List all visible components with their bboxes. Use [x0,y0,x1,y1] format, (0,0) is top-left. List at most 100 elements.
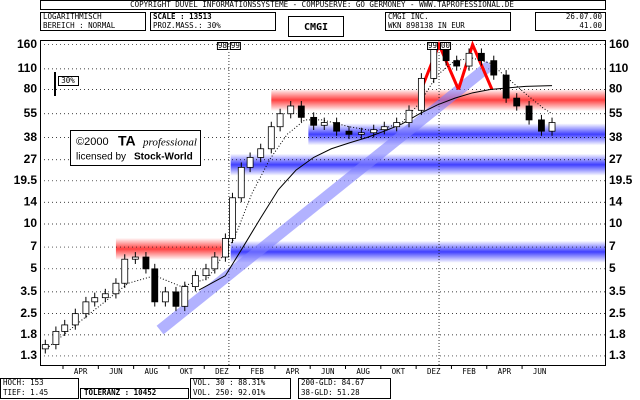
candle-body [333,122,341,132]
year-box [440,42,452,50]
candle-body [181,286,189,307]
candle-body [370,129,378,134]
candle-body [430,48,438,79]
candle-body [52,330,60,345]
scale-marker-box [58,76,79,86]
header-box [535,12,606,31]
candle-body [172,291,180,307]
x-tick-label: JUN [533,367,547,376]
y-tick-label: 14 [24,194,38,208]
y-tick-label-right: 1.8 [609,327,626,341]
low: TIEF: 1.45 [3,388,48,397]
candle-body [191,275,199,287]
candle-body [478,52,485,62]
candle-body [490,60,498,76]
date: 26.07.00 [566,12,603,21]
year-box [427,42,439,50]
y-tick-label: 160 [17,37,37,51]
average-line [198,85,553,291]
copyright: COPYRIGHT DUVEL INFORMATIONSSYSTEME - CO… [130,0,514,9]
candle-body [267,126,275,150]
candle-body [121,258,129,284]
year-label: 99 [428,41,437,50]
candle-body [221,238,229,258]
scale-marker: 30% [54,72,79,96]
chart-title: CMGI [304,22,328,33]
year-label: 98 [218,41,228,50]
plot-frame [40,40,606,366]
x-tick-label: FEB [462,367,476,376]
y-tick-label: 2.5 [20,306,37,320]
candle-body [345,130,353,135]
candle-body [297,105,305,118]
y-tick-label-right: 10 [609,216,623,230]
candle-body [393,122,401,128]
candle-body [91,297,99,303]
y-tick-label: 1.3 [20,348,37,362]
y-tick-label: 7 [30,239,37,253]
header-box [40,12,146,31]
candle-body [101,293,109,299]
x-tick-label: JUN [321,367,335,376]
y-tick-label-right: 5 [609,261,616,275]
candle-body [211,256,219,270]
candle-body [229,197,236,239]
candle-body [310,116,318,126]
proz: PROZ.MASS.: 30% [153,21,221,30]
candle-body [161,291,169,303]
candle-body [61,324,69,332]
y-tick-label: 38 [24,130,38,144]
y-tick-label-right: 160 [609,37,629,51]
header-box [40,0,606,10]
y-tick-label-right: 80 [609,82,623,96]
candle-body [82,301,90,315]
watermark-brand2: professional [142,137,197,149]
x-tick-label: OKT [180,367,194,376]
y-tick-label: 1.8 [20,327,37,341]
x-tick-label: AUG [356,367,370,376]
candle-body [548,122,556,132]
range: BEREICH : NORMAL [43,21,116,30]
header [0,0,606,399]
year-box [216,42,228,50]
y-tick-label: 19.5 [14,173,38,187]
zone [230,153,605,176]
candle-body [131,256,139,260]
candle-body [202,268,210,277]
footer-box [0,378,79,399]
candle-body [41,344,49,350]
wkn: WKN 898138 IN EUR [388,21,465,30]
y-tick-label-right: 55 [609,106,623,120]
trend-line [156,60,494,335]
y-tick-label: 110 [18,61,38,75]
footer-box [80,388,189,399]
y-tick-label-right: 3.5 [609,284,626,298]
watermark-licensed: licensed by [76,152,126,163]
y-tick-label: 80 [24,82,38,96]
gld38: 38-GLD: 51.28 [301,388,360,397]
y-tick-label: 55 [24,106,38,120]
x-tick-label: DEZ [215,367,229,376]
y-tick-label-right: 27 [609,152,623,166]
candle-body [405,109,413,123]
x-tick-label: APR [74,367,88,376]
candle-body [151,268,159,303]
x-tick-label: APR [286,367,300,376]
watermark-by: Stock-World [134,152,193,163]
x-tick-label: OKT [392,367,406,376]
y-tick-label-right: 110 [609,61,629,75]
candle-body [357,132,365,135]
candle-body [142,256,150,270]
scale-type: LOGARITHMISCH [43,12,102,21]
candle-body [112,282,120,295]
last-price: 41.00 [579,21,602,30]
x-tick-label: FEB [250,367,264,376]
y-tick-label: 10 [24,216,38,230]
candle-body [442,48,450,62]
watermark-copy: ©2000 [76,136,109,148]
watermark-box [70,130,201,166]
scale: SCALE : 13513 [153,12,212,21]
candle-body [287,105,295,115]
candle-body [320,122,328,126]
